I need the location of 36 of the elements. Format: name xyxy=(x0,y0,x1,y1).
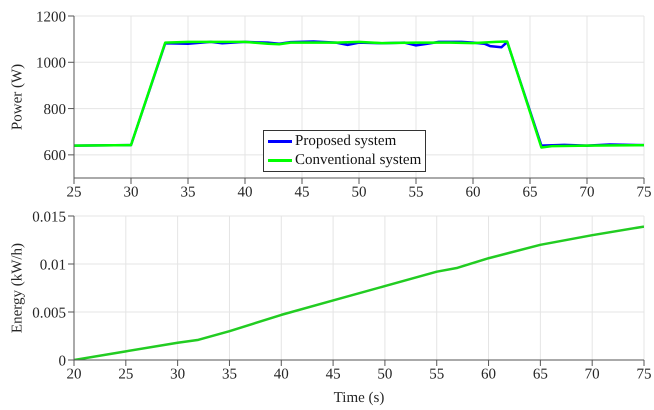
y-tick-label: 0.01 xyxy=(40,257,66,274)
x-tick-label: 20 xyxy=(66,366,82,383)
legend-label: Proposed system xyxy=(295,132,396,151)
x-tick-label: 65 xyxy=(532,366,548,383)
x-tick-label: 30 xyxy=(170,366,186,383)
x-tick-label: 75 xyxy=(636,184,652,201)
y-tick-label: 0.005 xyxy=(32,305,66,322)
x-tick-label: 55 xyxy=(429,366,444,383)
x-tick-label: 45 xyxy=(326,366,341,383)
x-tick-label: 55 xyxy=(408,184,424,201)
y-axis-title: Energy (kW/h) xyxy=(9,242,26,334)
x-tick-label: 45 xyxy=(294,184,310,201)
y-tick-label: 800 xyxy=(44,102,66,118)
y-tick-label: 1200 xyxy=(36,9,66,26)
y-tick-label: 0 xyxy=(58,353,66,370)
x-tick-label: 75 xyxy=(636,366,652,383)
x-axis-title: Time (s) xyxy=(334,390,384,406)
y-tick-label: 600 xyxy=(44,148,66,164)
y-tick-label: 0.015 xyxy=(32,209,66,226)
x-tick-label: 25 xyxy=(118,366,134,383)
x-tick-label: 25 xyxy=(66,184,82,201)
x-tick-label: 40 xyxy=(238,184,252,201)
x-tick-label: 40 xyxy=(274,366,289,383)
x-tick-label: 70 xyxy=(584,366,600,383)
x-tick-label: 65 xyxy=(522,184,538,201)
y-tick-label: 1000 xyxy=(36,56,66,72)
x-tick-label: 35 xyxy=(222,366,237,383)
x-tick-label: 60 xyxy=(481,366,496,383)
y-axis-title: Power (W) xyxy=(9,64,26,130)
x-tick-label: 60 xyxy=(466,184,480,201)
x-tick-label: 30 xyxy=(124,184,138,201)
legend-label: Conventional system xyxy=(295,151,422,170)
x-tick-label: 70 xyxy=(580,184,594,201)
x-tick-label: 50 xyxy=(377,366,392,383)
x-tick-label: 50 xyxy=(352,184,366,201)
x-tick-label: 35 xyxy=(180,184,196,201)
